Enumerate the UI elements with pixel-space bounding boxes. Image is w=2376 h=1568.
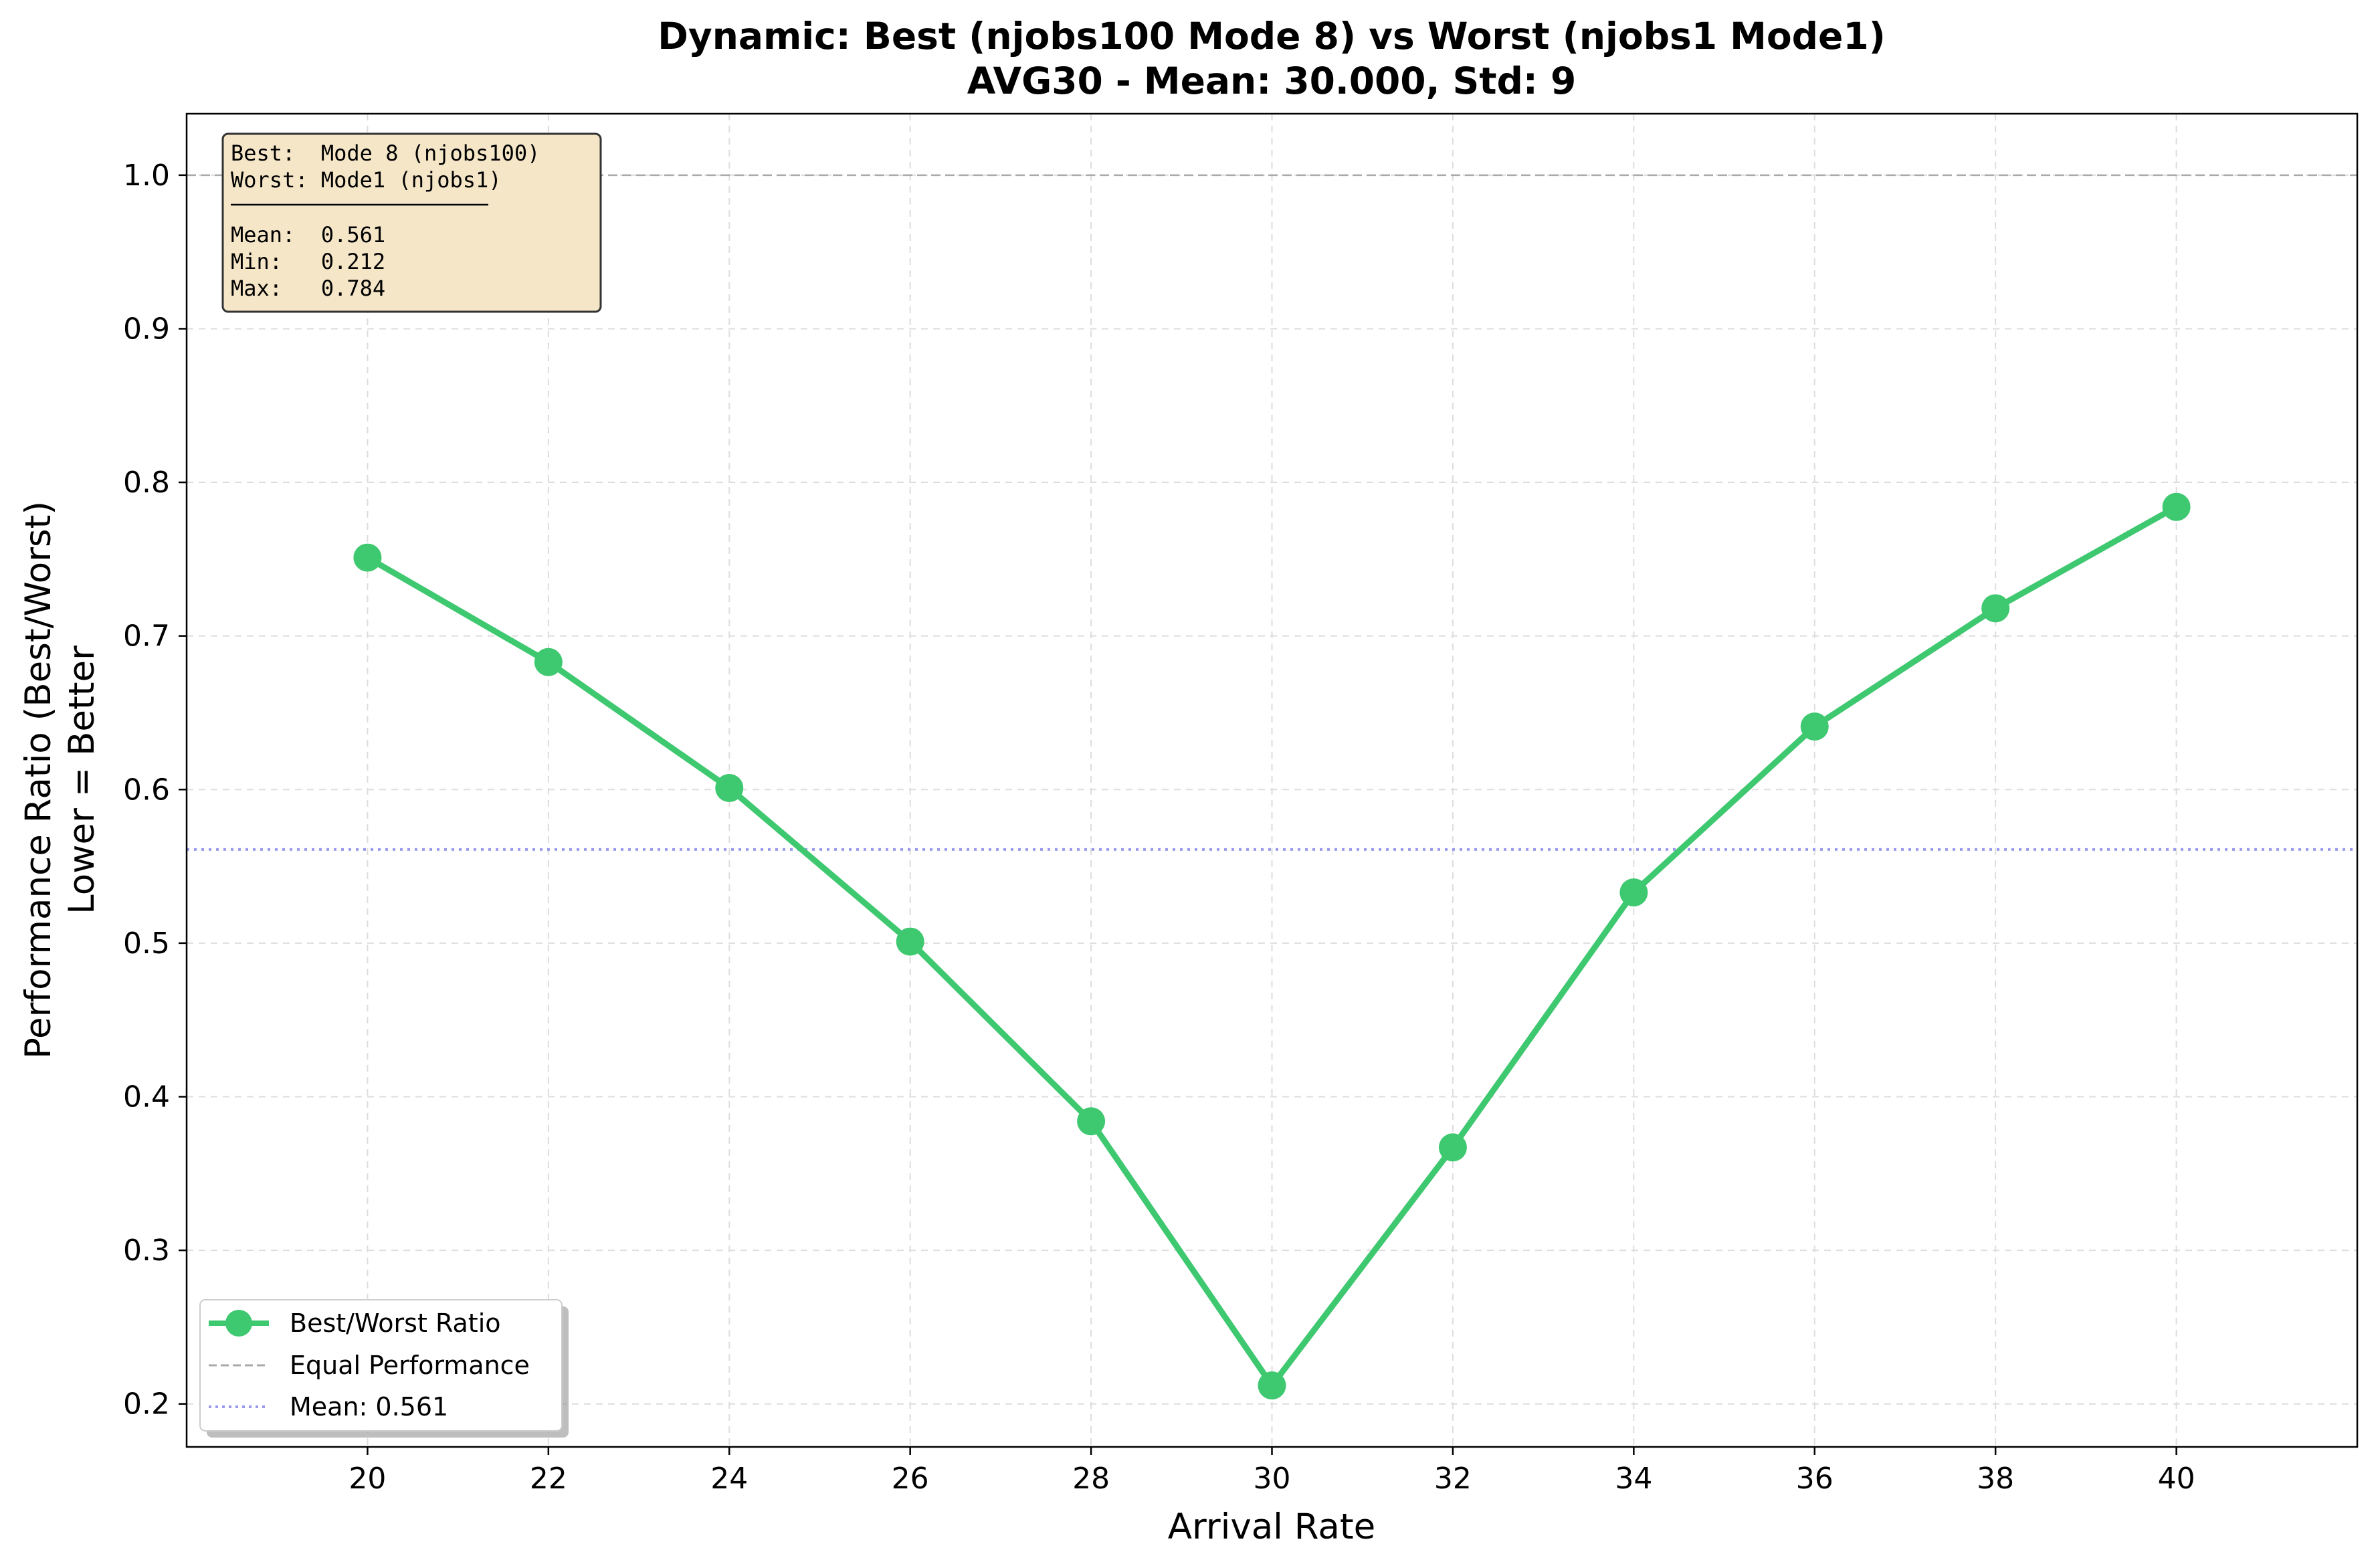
x-tick-label: 34 [1615, 1462, 1652, 1496]
chart-title-line1: Dynamic: Best (njobs100 Mode 8) vs Worst… [658, 15, 1886, 58]
x-axis-label: Arrival Rate [1168, 1506, 1376, 1547]
y-tick-label: 0.8 [123, 466, 170, 500]
stats-line-max: Max: 0.784 [231, 276, 385, 301]
y-tick-label: 0.3 [123, 1234, 170, 1268]
data-point [1981, 594, 2010, 623]
legend-label-equal: Equal Performance [290, 1351, 530, 1380]
data-point [896, 927, 924, 956]
stats-line-min: Min: 0.212 [231, 249, 385, 274]
stats-box-background [221, 132, 602, 313]
y-axis-label-line2: Lower = Better [62, 646, 102, 914]
x-tick-label: 28 [1072, 1462, 1110, 1496]
x-tick-label: 36 [1796, 1462, 1834, 1496]
y-tick-label: 0.2 [123, 1387, 170, 1422]
reference-lines [187, 174, 2357, 851]
x-tick-label: 40 [2158, 1462, 2195, 1496]
legend-label-mean: Mean: 0.561 [290, 1392, 448, 1422]
data-point [534, 648, 563, 676]
grid-layer [187, 114, 2357, 1447]
legend-series-marker [225, 1310, 252, 1337]
data-point [1800, 712, 1829, 741]
stats-line-mean: Mean: 0.561 [231, 222, 385, 248]
x-tick-label: 30 [1254, 1462, 1291, 1496]
legend-label-series: Best/Worst Ratio [290, 1308, 501, 1338]
y-tick-label: 1.0 [123, 159, 170, 193]
x-axis-ticks: 20 22 24 26 28 30 32 34 36 38 40 [349, 1447, 2195, 1496]
chart-title-line2: AVG30 - Mean: 30.000, Std: 9 [967, 60, 1577, 102]
legend: Best/Worst Ratio Equal Performance Mean:… [199, 1299, 569, 1438]
y-tick-label: 0.5 [123, 926, 170, 961]
data-point [353, 543, 382, 572]
x-tick-label: 22 [530, 1462, 567, 1496]
x-tick-label: 26 [892, 1462, 929, 1496]
y-axis-ticks: 0.2 0.3 0.4 0.5 0.6 0.7 0.8 0.9 1.0 [123, 159, 187, 1422]
series-layer [353, 492, 2191, 1400]
stats-line-worst: Worst: Mode1 (njobs1) [231, 167, 502, 193]
y-tick-label: 0.9 [123, 312, 170, 346]
stats-line-best: Best: Mode 8 (njobs100) [231, 140, 540, 166]
data-point [715, 773, 744, 802]
data-point [1077, 1107, 1106, 1136]
data-point [2162, 492, 2191, 521]
x-tick-label: 38 [1977, 1462, 2014, 1496]
legend-box [199, 1299, 563, 1432]
y-tick-label: 0.7 [123, 619, 170, 654]
x-tick-label: 24 [710, 1462, 748, 1496]
data-point [1438, 1133, 1467, 1162]
x-tick-label: 32 [1434, 1462, 1472, 1496]
x-tick-label: 20 [349, 1462, 386, 1496]
data-point [1258, 1371, 1286, 1400]
y-axis-label-line1: Performance Ratio (Best/Worst) [18, 501, 59, 1059]
y-tick-label: 0.4 [123, 1080, 170, 1114]
stats-box: Best: Mode 8 (njobs100) Worst: Mode1 (nj… [221, 132, 602, 313]
y-tick-label: 0.6 [123, 773, 170, 807]
data-point [1619, 878, 1648, 907]
